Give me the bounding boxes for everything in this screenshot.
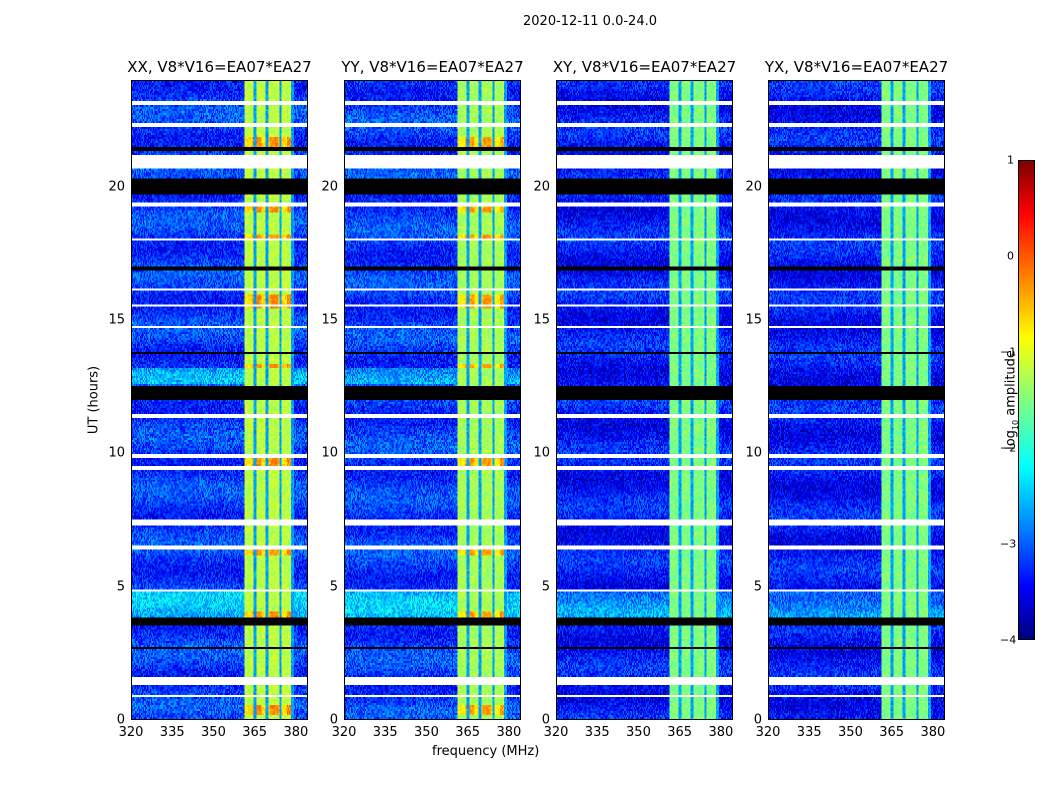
x-tick-label: 380 — [496, 725, 522, 740]
y-axis-label: UT (hours) — [86, 365, 102, 435]
x-axis-label: frequency (MHz) — [432, 744, 540, 759]
panel-xx: XX, V8*V16=EA07*EA27 0 5 10 15 20 320 335 350 36… — [108, 58, 311, 740]
y-tick-label: 20 — [745, 179, 762, 195]
y-tick-label: 10 — [533, 445, 550, 461]
y-tick-label: 15 — [321, 312, 338, 328]
y-tick-label: 0 — [541, 712, 550, 728]
y-tick-label: 5 — [753, 579, 762, 595]
y-tick-label: 0 — [116, 712, 125, 728]
colorbar-tick-label: −4 — [1000, 633, 1017, 647]
x-tick-label: 380 — [708, 725, 734, 740]
figure-title: 2020-12-11 0.0-24.0 — [523, 14, 657, 29]
x-tick-label: 335 — [159, 725, 185, 740]
colorbar-tick-label: 0 — [1007, 249, 1014, 263]
x-tick-label: 365 — [242, 725, 268, 740]
y-tick-label: 10 — [745, 445, 762, 461]
colorbar-tick-label: −3 — [1000, 537, 1017, 551]
x-tick-label: 380 — [920, 725, 946, 740]
spectrogram-xx — [131, 80, 308, 720]
colorbar — [1018, 160, 1035, 640]
panel-title: YX, V8*V16=EA07*EA27 — [764, 58, 949, 76]
y-tick-label: 15 — [533, 312, 550, 328]
y-tick-label: 5 — [116, 579, 125, 595]
y-tick-label: 5 — [329, 579, 338, 595]
x-tick-label: 320 — [331, 725, 357, 740]
x-tick-label: 365 — [879, 725, 905, 740]
x-tick-label: 320 — [755, 725, 781, 740]
colorbar-label: log10 amplitude — [1003, 350, 1021, 450]
x-tick-label: 320 — [543, 725, 569, 740]
x-tick-label: 350 — [414, 725, 439, 740]
spectrogram-yy — [344, 80, 521, 720]
colorbar-tick-label: −1 — [1000, 345, 1017, 359]
panel-xy: XY, V8*V16=EA07*EA27 0 5 10 15 20 320 335 350 36… — [533, 58, 736, 740]
panel-yy: YY, V8*V16=EA07*EA27 0 5 10 15 20 320 335 350 36… — [321, 58, 523, 740]
panel-title: XY, V8*V16=EA07*EA27 — [552, 58, 737, 76]
x-tick-label: 335 — [584, 725, 610, 740]
y-tick-label: 0 — [753, 712, 762, 728]
x-tick-label: 350 — [838, 725, 863, 740]
y-tick-label: 15 — [108, 312, 125, 328]
panel-yx: YX, V8*V16=EA07*EA27 0 5 10 15 20 320 335 350 36… — [745, 58, 948, 740]
y-tick-label: 10 — [321, 445, 338, 461]
x-tick-label: 380 — [283, 725, 309, 740]
spectrogram-xy — [556, 80, 733, 720]
panel-title: YY, V8*V16=EA07*EA27 — [341, 58, 524, 76]
x-tick-label: 350 — [201, 725, 226, 740]
x-tick-label: 350 — [626, 725, 651, 740]
y-tick-label: 0 — [329, 712, 338, 728]
panel-title: XX, V8*V16=EA07*EA27 — [127, 58, 312, 76]
y-tick-label: 15 — [745, 312, 762, 328]
x-tick-label: 365 — [455, 725, 481, 740]
x-tick-label: 320 — [118, 725, 144, 740]
y-tick-label: 20 — [108, 179, 125, 195]
y-tick-label: 10 — [108, 445, 125, 461]
y-tick-label: 5 — [541, 579, 550, 595]
spectrogram-yx — [768, 80, 945, 720]
colorbar-tick-label: −2 — [1000, 441, 1017, 455]
x-tick-label: 335 — [796, 725, 822, 740]
colorbar-tick-label: 1 — [1007, 153, 1014, 167]
x-tick-label: 335 — [372, 725, 398, 740]
x-tick-label: 365 — [667, 725, 693, 740]
y-tick-label: 20 — [533, 179, 550, 195]
y-tick-label: 20 — [321, 179, 338, 195]
